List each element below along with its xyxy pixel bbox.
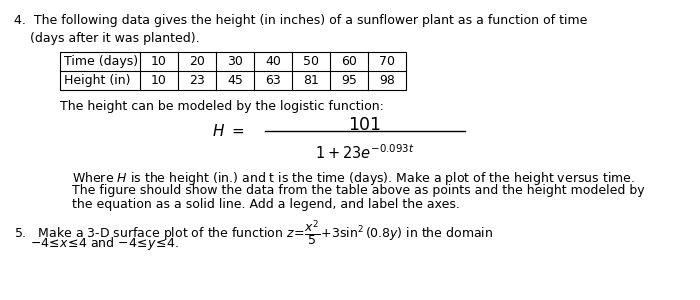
Text: 50: 50: [303, 55, 319, 68]
Text: the equation as a solid line. Add a legend, and label the axes.: the equation as a solid line. Add a lege…: [72, 198, 460, 211]
Text: 30: 30: [227, 55, 243, 68]
Bar: [60, 52, 406, 90]
Text: 10: 10: [151, 74, 167, 87]
Text: 81: 81: [303, 74, 319, 87]
Text: 10: 10: [151, 55, 167, 68]
Text: 98: 98: [379, 74, 395, 87]
Text: The height can be modeled by the logistic function:: The height can be modeled by the logisti…: [60, 100, 384, 113]
Text: 5.   Make a 3-D surface plot of the function $z\!=\!\dfrac{x^2}{5}\!+\!3\sin^2(0: 5. Make a 3-D surface plot of the functi…: [14, 218, 493, 248]
Text: (days after it was planted).: (days after it was planted).: [30, 32, 200, 45]
Text: 63: 63: [265, 74, 281, 87]
Text: The figure should show the data from the table above as points and the height mo: The figure should show the data from the…: [72, 184, 645, 197]
Text: 101: 101: [349, 116, 382, 134]
Text: $1 + 23e^{-0.093t}$: $1 + 23e^{-0.093t}$: [315, 143, 415, 162]
Text: $H\ =$: $H\ =$: [213, 123, 245, 139]
Text: 60: 60: [341, 55, 357, 68]
Text: 70: 70: [379, 55, 395, 68]
Text: Time (days): Time (days): [64, 55, 138, 68]
Text: 40: 40: [265, 55, 281, 68]
Text: 4.  The following data gives the height (in inches) of a sunflower plant as a fu: 4. The following data gives the height (…: [14, 14, 587, 27]
Text: Height (in): Height (in): [64, 74, 130, 87]
Text: $-4\!\leq\! x\!\leq\!4$ and $-4\!\leq\! y\!\leq\!4$.: $-4\!\leq\! x\!\leq\!4$ and $-4\!\leq\! …: [30, 235, 178, 252]
Text: Where $\mathit{H}$ is the height (in.) and t is the time (days). Make a plot of : Where $\mathit{H}$ is the height (in.) a…: [72, 170, 635, 187]
Text: 23: 23: [189, 74, 205, 87]
Text: 20: 20: [189, 55, 205, 68]
Text: 95: 95: [341, 74, 357, 87]
Text: 45: 45: [227, 74, 243, 87]
